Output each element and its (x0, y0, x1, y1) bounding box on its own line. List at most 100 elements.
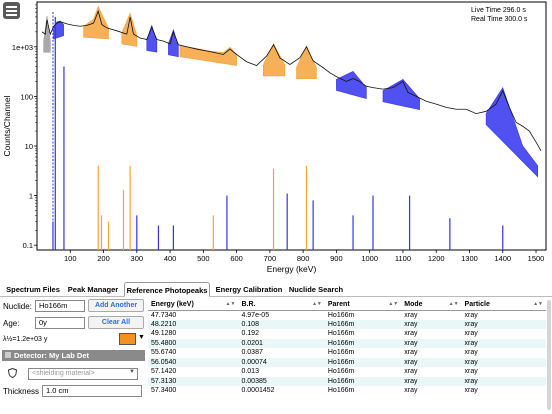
tab-spectrum-files[interactable]: Spectrum Files (6, 285, 60, 294)
table-cell: xray (404, 349, 418, 357)
table-cell: Ho166m (327, 387, 355, 395)
fitted-peak-9 (336, 70, 367, 100)
table-cell: xray (404, 311, 418, 319)
add-another-button[interactable]: Add Another (88, 299, 144, 312)
x-tick-label-1500: 1500 (528, 254, 545, 263)
table-row[interactable]: 49.1280 0.192 Ho166m xray xray (148, 329, 546, 339)
real-time-text: Real Time 300.0 s (471, 16, 528, 23)
table-cell: 57.3130 (148, 376, 239, 386)
age-input[interactable]: 0y (35, 317, 85, 329)
table-cell: xray (461, 338, 546, 348)
table-row[interactable]: 47.7340 4.97e-05 Ho166m xray xray (148, 310, 546, 320)
hamburger-menu-icon[interactable] (3, 2, 20, 19)
table-row[interactable]: 55.6740 0.0387 Ho166m xray xray (148, 348, 546, 358)
col-br[interactable]: B.R. ▲▼ (238, 299, 325, 311)
table-cell: Ho166m (324, 357, 402, 367)
table-cell: Ho166m (327, 368, 355, 376)
table-cell: 0.0001452 (241, 387, 275, 395)
table-cell: 0.00074 (238, 357, 325, 367)
detector-label: Detector: My Lab Det (14, 351, 90, 360)
age-label: Age: (3, 319, 20, 328)
col-energy[interactable]: Energy (keV) ▲▼ (148, 299, 239, 311)
fitted-peak-1 (53, 20, 64, 40)
nuclide-color-swatch[interactable] (119, 333, 136, 345)
table-cell: 0.00385 (238, 376, 325, 386)
spectrum-chart[interactable]: 100 200 300 400 500 600 700 800 900 1000 1100 1200 1… (0, 0, 552, 281)
table-cell: xray (464, 330, 478, 338)
table-cell: xray (404, 368, 418, 376)
table-cell: 0.192 (241, 330, 259, 338)
table-cell: Ho166m (324, 376, 402, 386)
x-tick-label-700: 700 (264, 254, 277, 263)
table-row[interactable]: 57.3400 0.0001452 Ho166m xray xray (148, 386, 546, 396)
x-tick-label-900: 900 (330, 254, 343, 263)
table-cell: 0.0387 (241, 349, 263, 357)
table-row[interactable]: 56.0540 0.00074 Ho166m xray xray (148, 357, 546, 367)
nuclide-input[interactable]: Ho166m (35, 300, 85, 312)
tab-peak-manager[interactable]: Peak Manager (67, 285, 119, 294)
table-cell: 0.013 (241, 368, 259, 376)
x-tick-label-600: 600 (230, 254, 243, 263)
x-tick-label-500: 500 (197, 254, 210, 263)
photopeak-table: Energy (keV) ▲▼ B.R. ▲▼ Parent ▲▼ Mode ▲▼ Pa… (148, 299, 552, 414)
y-tick-label-3: 1 (29, 192, 33, 201)
table-cell: 57.3400 (151, 387, 177, 395)
tab-bar: Spectrum Files Peak Manager Reference Ph… (0, 282, 552, 297)
tab-energy-calibration[interactable]: Energy Calibration (215, 285, 283, 294)
fitted-peak-10 (382, 79, 420, 111)
table-cell: xray (461, 376, 546, 386)
table-cell: 0.0201 (238, 338, 325, 348)
fitted-peak-6 (179, 45, 237, 66)
table-cell: xray (401, 357, 462, 367)
table-row[interactable]: 57.3130 0.00385 Ho166m xray xray (148, 376, 546, 386)
chevron-down-icon[interactable]: ▼ (129, 369, 135, 375)
thickness-input[interactable]: 1.0 cm (42, 385, 142, 397)
x-tick-label-100: 100 (64, 254, 77, 263)
x-tick-label-1200: 1200 (428, 254, 445, 263)
table-cell: 4.97e-05 (241, 311, 270, 319)
col-mode[interactable]: Mode ▲▼ (401, 299, 462, 311)
nuclide-label: Nuclide: (3, 302, 32, 311)
table-cell: Ho166m (327, 330, 355, 338)
x-tick-label-400: 400 (164, 254, 177, 263)
table-cell: xray (401, 319, 462, 329)
live-time-text: Live Time 296.0 s (471, 7, 526, 14)
y-tick-label-4: 0.1 (23, 241, 33, 250)
color-dropdown-icon[interactable]: ▼ (138, 334, 145, 341)
col-particle[interactable]: Particle ▲▼ (461, 299, 546, 311)
y-tick-label-1: 100 (20, 92, 33, 101)
spectrum-chart-svg[interactable]: 100 200 300 400 500 600 700 800 900 1000 1100 1200 1… (0, 0, 552, 281)
table-cell: xray (464, 311, 478, 319)
x-tick-label-1400: 1400 (494, 254, 511, 263)
col-parent[interactable]: Parent ▲▼ (324, 299, 402, 311)
shielding-row: <shielding material> ▼ (0, 366, 147, 380)
clear-all-button[interactable]: Clear All (88, 316, 144, 329)
x-tick-label-1000: 1000 (361, 254, 378, 263)
plot-frame (36, 1, 547, 251)
detector-toggle-icon[interactable] (5, 352, 11, 358)
fitted-peak-3 (121, 12, 138, 47)
half-life-text: λ½=1.2e+03 y (3, 336, 48, 343)
x-axis-label: Energy (keV) (267, 264, 317, 274)
detector-header[interactable]: Detector: My Lab Det (2, 350, 145, 361)
table-row[interactable]: 55.4800 0.0201 Ho166m xray xray (148, 338, 546, 348)
table-cell: 47.7340 (151, 311, 177, 319)
table-cell: xray (464, 349, 478, 357)
table-cell: xray (464, 387, 478, 395)
table-row[interactable]: 57.1420 0.013 Ho166m xray xray (148, 367, 546, 377)
table-cell: xray (401, 338, 462, 348)
table-cell: Ho166m (327, 311, 355, 319)
tab-reference-photopeaks[interactable]: Reference Photopeaks (124, 282, 210, 297)
tab-nuclide-search[interactable]: Nuclide Search (288, 285, 344, 294)
fitted-peak-2 (83, 5, 109, 40)
table-cell: 48.2210 (148, 319, 239, 329)
table-scrollbar[interactable] (547, 300, 551, 410)
table-cell: xray (464, 368, 478, 376)
fitted-peak-4 (146, 24, 158, 53)
table-row[interactable]: 48.2210 0.108 Ho166m xray xray (148, 319, 546, 329)
table-cell: xray (461, 319, 546, 329)
table-cell: 57.1420 (151, 368, 177, 376)
shielding-select[interactable]: <shielding material> (28, 368, 138, 380)
x-tick-label-800: 800 (297, 254, 310, 263)
y-tick-label-0: 1e+03 (12, 43, 33, 52)
